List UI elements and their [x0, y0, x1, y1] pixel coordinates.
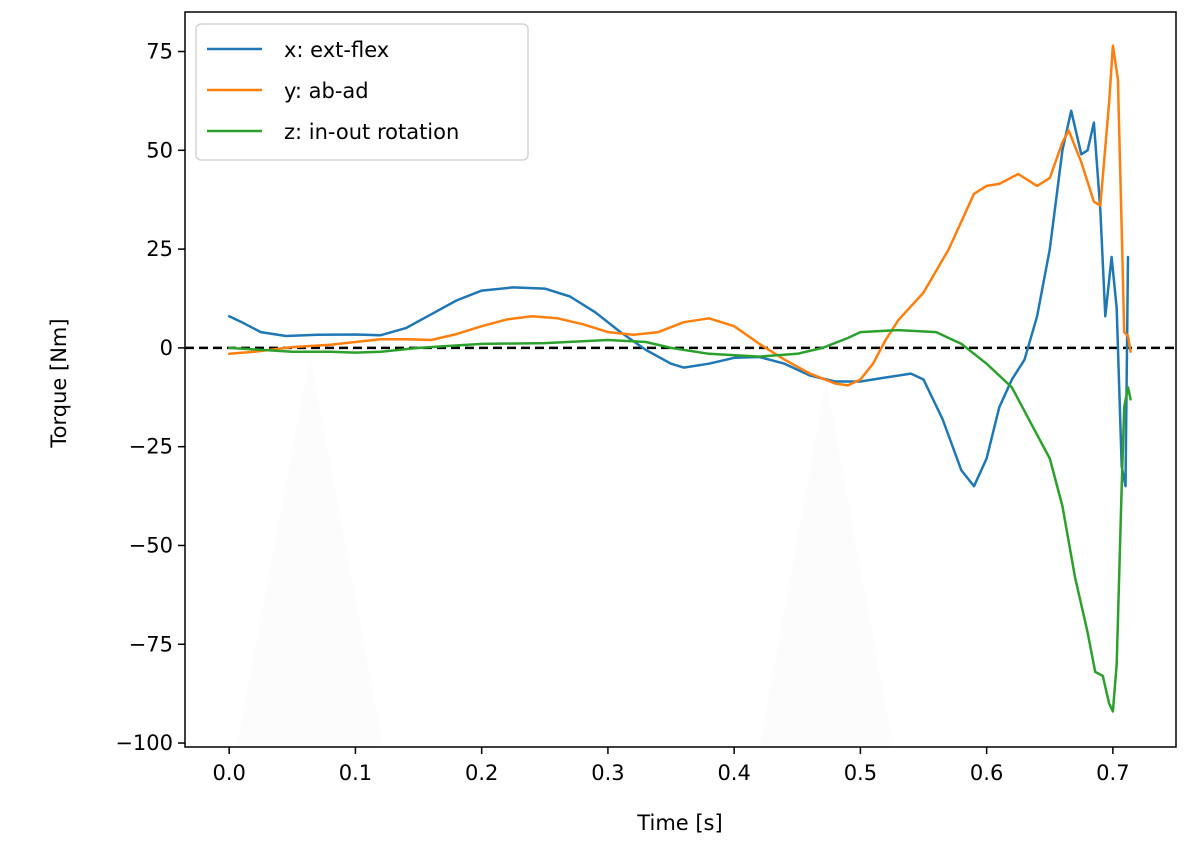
legend-label-in-out-rotation: z: in-out rotation: [284, 120, 459, 144]
series-layer: [227, 44, 1132, 713]
x-tick-label: 0.6: [970, 761, 1003, 785]
y-tick-label: −25: [129, 435, 173, 459]
y-tick-label: 75: [146, 40, 173, 64]
series-line-z-in-out-rotation: [227, 328, 1132, 713]
x-axis: 0.0 0.1 0.2 0.3 0.4 0.5 0.6 0.7: [212, 747, 1130, 785]
y-axis: 75 50 25 0 −25 −50 −75 −100: [115, 40, 185, 755]
y-axis-label: Torque [Nm]: [47, 318, 71, 448]
legend: x: ext-flex y: ab-ad z: in-out rotation: [195, 23, 529, 161]
background-triangle-left: [237, 355, 383, 746]
x-tick-label: 0.4: [717, 761, 750, 785]
x-tick-label: 0.0: [212, 761, 245, 785]
background-triangle-right: [760, 380, 893, 746]
y-tick-label: 0: [160, 336, 173, 360]
x-tick-label: 0.2: [465, 761, 498, 785]
y-tick-label: −50: [129, 533, 173, 557]
y-tick-label: −75: [129, 632, 173, 656]
y-tick-label: 25: [146, 237, 173, 261]
x-tick-label: 0.7: [1096, 761, 1129, 785]
x-tick-label: 0.1: [339, 761, 372, 785]
background-shading: [237, 355, 893, 746]
legend-label-ab-ad: y: ab-ad: [284, 79, 369, 103]
series-line-x-ext-flex: [227, 109, 1130, 488]
x-tick-label: 0.5: [844, 761, 877, 785]
legend-label-ext-flex: x: ext-flex: [284, 38, 389, 62]
plot-frame: [184, 11, 1177, 748]
y-tick-label: −100: [115, 731, 173, 755]
series-line-y-ab-ad: [227, 44, 1132, 387]
legend-box: [195, 23, 529, 161]
x-tick-label: 0.3: [591, 761, 624, 785]
x-axis-label: Time [s]: [636, 811, 722, 835]
y-tick-label: 50: [146, 138, 173, 162]
